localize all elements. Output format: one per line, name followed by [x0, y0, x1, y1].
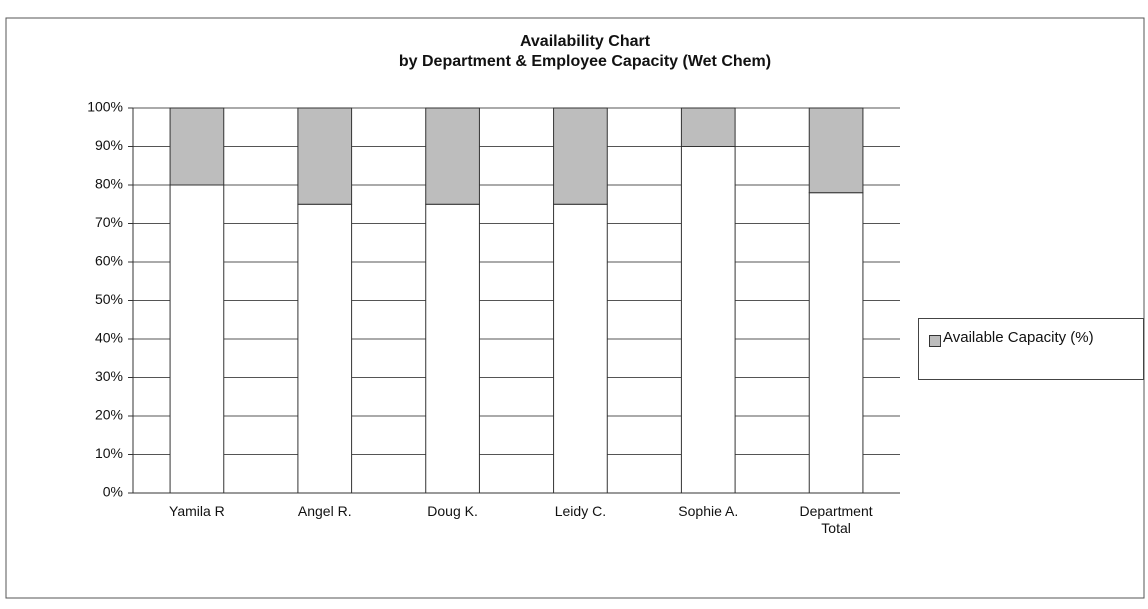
x-tick-label: Sophie A. — [678, 503, 739, 519]
legend-label: Available Capacity (%) — [943, 329, 1094, 346]
bar-segment — [425, 203, 480, 494]
y-tick-label: 70% — [95, 214, 123, 230]
bar-segment — [169, 107, 225, 186]
legend: Available Capacity (%) — [918, 318, 1144, 380]
chart-subtitle: by Department & Employee Capacity (Wet C… — [399, 53, 771, 70]
bar-segment — [680, 107, 736, 147]
y-tick-label: 10% — [95, 445, 123, 461]
y-tick-label: 80% — [95, 176, 123, 192]
bar-segment — [553, 107, 608, 205]
bar-segment — [169, 184, 225, 494]
y-tick-label: 0% — [103, 484, 123, 500]
bar-segment — [553, 203, 608, 494]
x-tick-label: Department Total — [799, 503, 873, 536]
bar-segment — [297, 203, 353, 494]
x-tick-label: Leidy C. — [554, 503, 607, 519]
bar-segment — [808, 107, 864, 194]
y-tick-label: 30% — [95, 368, 123, 384]
bar-segment — [808, 192, 864, 494]
y-tick-label: 60% — [95, 253, 123, 269]
x-tick-label: Yamila R — [169, 503, 225, 519]
bar-segment — [297, 107, 353, 205]
y-tick-label: 40% — [95, 330, 123, 346]
bar-segment — [425, 107, 480, 205]
y-tick-label: 20% — [95, 407, 123, 423]
x-tick-label: Doug K. — [427, 503, 478, 519]
chart-border — [5, 17, 1145, 599]
y-tick-label: 90% — [95, 137, 123, 153]
legend-swatch — [929, 335, 941, 347]
x-tick-label: Angel R. — [297, 503, 352, 519]
bar-segment — [680, 146, 736, 494]
chart-title: Availability Chart — [520, 33, 651, 50]
y-tick-label: 100% — [87, 99, 123, 115]
y-tick-label: 50% — [95, 291, 123, 307]
